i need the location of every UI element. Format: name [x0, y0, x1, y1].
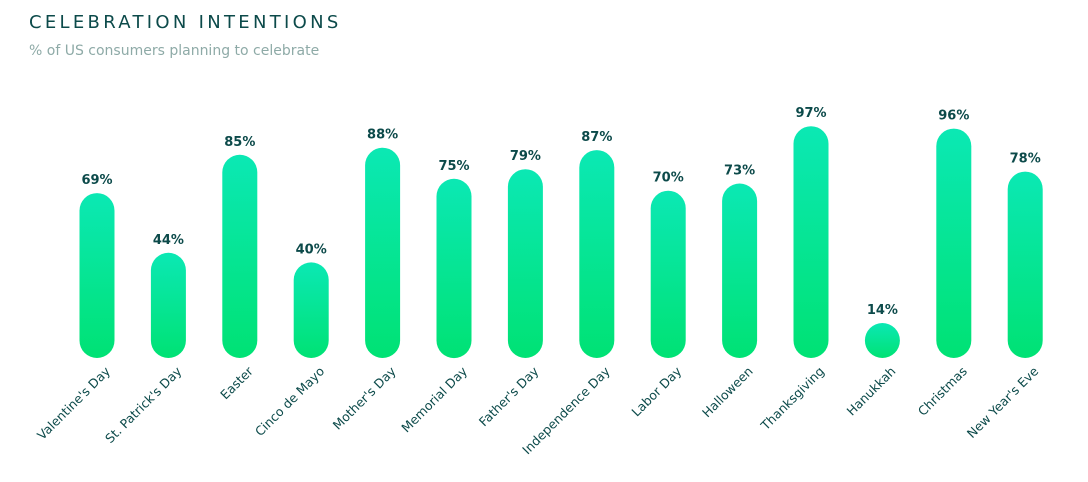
bar: [436, 178, 472, 359]
category-label: Cinco de Mayo: [252, 364, 327, 439]
bar-value-label: 44%: [153, 233, 184, 248]
bar: [864, 323, 900, 358]
bar-value-label: 88%: [367, 128, 398, 143]
bar-value-label: 14%: [867, 303, 898, 318]
category-label: New Year's Eve: [964, 363, 1042, 441]
bar-value-label: 85%: [224, 135, 255, 150]
bar: [1007, 171, 1043, 358]
category-label: Christmas: [915, 364, 970, 419]
bar: [365, 147, 401, 358]
bar-value-label: 97%: [795, 106, 826, 121]
category-label: Memorial Day: [398, 363, 470, 435]
chart-title: CELEBRATION INTENTIONS: [29, 12, 342, 33]
bar: [650, 190, 686, 358]
category-label: Mother's Day: [330, 363, 400, 433]
category-label: Easter: [217, 363, 256, 402]
bar-value-label: 70%: [653, 171, 684, 186]
bar: [793, 126, 829, 358]
bar-value-label: 79%: [510, 149, 541, 164]
category-label: Labor Day: [628, 363, 684, 419]
category-label: Thanksgiving: [757, 364, 827, 434]
bar-value-label: 96%: [938, 109, 969, 124]
bar: [79, 193, 115, 358]
category-label: St. Patrick's Day: [102, 363, 185, 446]
bar: [507, 169, 543, 358]
bar: [936, 128, 972, 358]
bar: [293, 262, 329, 358]
bar-value-label: 87%: [581, 130, 612, 145]
bar-value-label: 75%: [438, 159, 469, 174]
bar: [722, 183, 758, 358]
bar-value-label: 73%: [724, 164, 755, 179]
bar-value-label: 69%: [81, 173, 112, 188]
category-label: Hanukkah: [844, 364, 899, 419]
bar-value-label: 40%: [296, 242, 327, 257]
category-label: Father's Day: [476, 363, 542, 429]
bar-value-label: 78%: [1010, 152, 1041, 167]
chart-subtitle: % of US consumers planning to celebrate: [29, 43, 320, 59]
category-label: Halloween: [699, 364, 756, 421]
bar: [222, 154, 258, 358]
category-label: Valentine's Day: [34, 363, 114, 443]
bar: [579, 150, 615, 358]
bar: [150, 252, 186, 358]
